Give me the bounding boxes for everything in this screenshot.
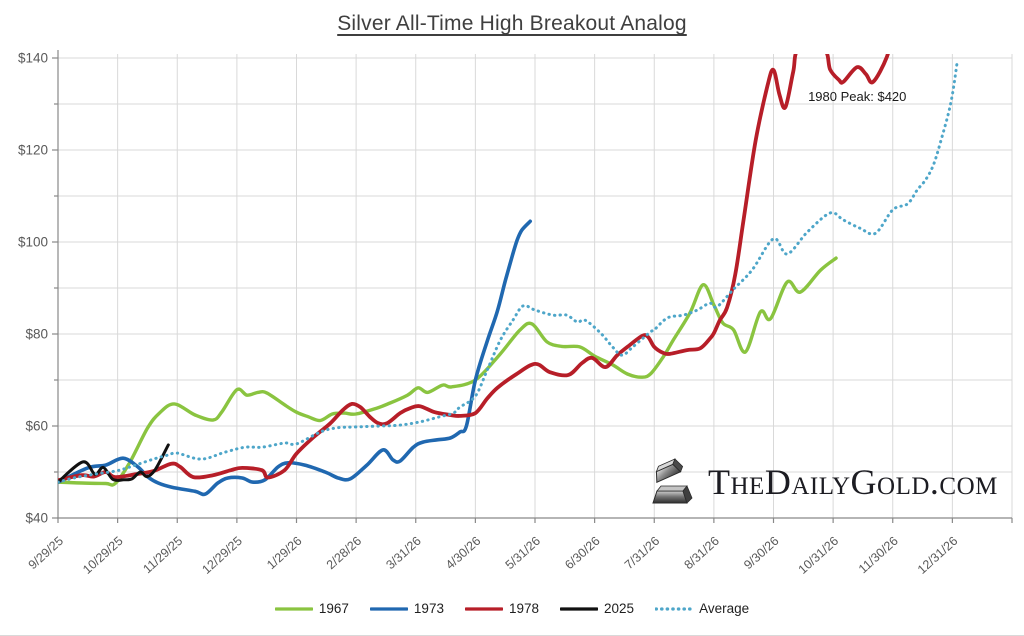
y-tick-label: $80 — [25, 327, 48, 342]
series-line-average — [58, 61, 959, 484]
legend-item-1978: 1978 — [464, 601, 540, 616]
x-tick-label: 4/30/26 — [443, 534, 483, 572]
legend-label: Average — [699, 601, 750, 616]
series-line-1967 — [58, 256, 838, 487]
legend-swatch-1973 — [369, 606, 408, 611]
y-tick-label: $60 — [25, 419, 48, 434]
x-tick-label: 9/30/26 — [741, 534, 781, 572]
x-tick-label: 7/31/26 — [622, 534, 662, 572]
legend-swatch-1967 — [274, 606, 313, 611]
chart-legend: 1967 1973 1978 2025 Average — [0, 601, 1024, 616]
x-tick-label: 12/29/25 — [199, 534, 245, 577]
legend-item-2025: 2025 — [560, 601, 634, 616]
chart-title: Silver All-Time High Breakout Analog — [337, 12, 687, 35]
legend-label: 2025 — [604, 601, 635, 616]
legend-swatch-2025 — [560, 606, 599, 611]
legend-label: 1973 — [413, 601, 444, 616]
x-axis-labels: 9/29/25 10/29/25 11/29/25 12/29/25 1/29/26 2/… — [26, 534, 961, 577]
watermark-text: TheDailyGold.com — [708, 462, 998, 502]
axes — [52, 50, 1013, 523]
x-tick-label: 11/29/25 — [140, 534, 185, 576]
legend-swatch-average — [655, 606, 694, 611]
gold-ingot-icon — [652, 458, 693, 504]
legend-item-average: Average — [655, 601, 749, 616]
y-tick-label: $140 — [18, 51, 48, 66]
x-tick-label: 3/31/26 — [383, 534, 423, 572]
x-tick-label: 10/29/25 — [80, 534, 126, 577]
y-tick-label: $100 — [18, 235, 48, 250]
x-tick-label: 5/31/26 — [503, 534, 543, 572]
y-tick-label: $40 — [25, 511, 48, 526]
peak-annotation: 1980 Peak: $420 — [808, 89, 906, 104]
legend-label: 1978 — [508, 601, 540, 616]
x-tick-label: 12/31/26 — [915, 534, 961, 577]
legend-item-1973: 1973 — [369, 601, 444, 616]
x-tick-label: 8/31/26 — [682, 534, 722, 572]
series-line-1973 — [58, 219, 532, 497]
gridlines — [58, 54, 1013, 518]
y-tick-label: $120 — [18, 143, 48, 158]
series-line-1978 — [58, 54, 890, 483]
legend-item-1967: 1967 — [274, 601, 349, 616]
x-tick-label: 2/28/26 — [324, 534, 364, 572]
legend-label: 1967 — [318, 601, 349, 616]
x-tick-label: 9/29/25 — [26, 534, 66, 572]
legend-swatch-1978 — [464, 606, 503, 611]
x-tick-label: 6/30/26 — [562, 534, 602, 572]
series-line-2025 — [58, 443, 170, 484]
x-tick-label: 11/30/26 — [856, 534, 901, 576]
x-tick-label: 1/29/26 — [264, 534, 304, 572]
thedailygold-watermark: TheDailyGold.com — [646, 455, 998, 509]
x-tick-label: 10/31/26 — [796, 534, 842, 577]
y-axis-labels: $40 $60 $80 $100 $120 $140 — [18, 51, 48, 526]
